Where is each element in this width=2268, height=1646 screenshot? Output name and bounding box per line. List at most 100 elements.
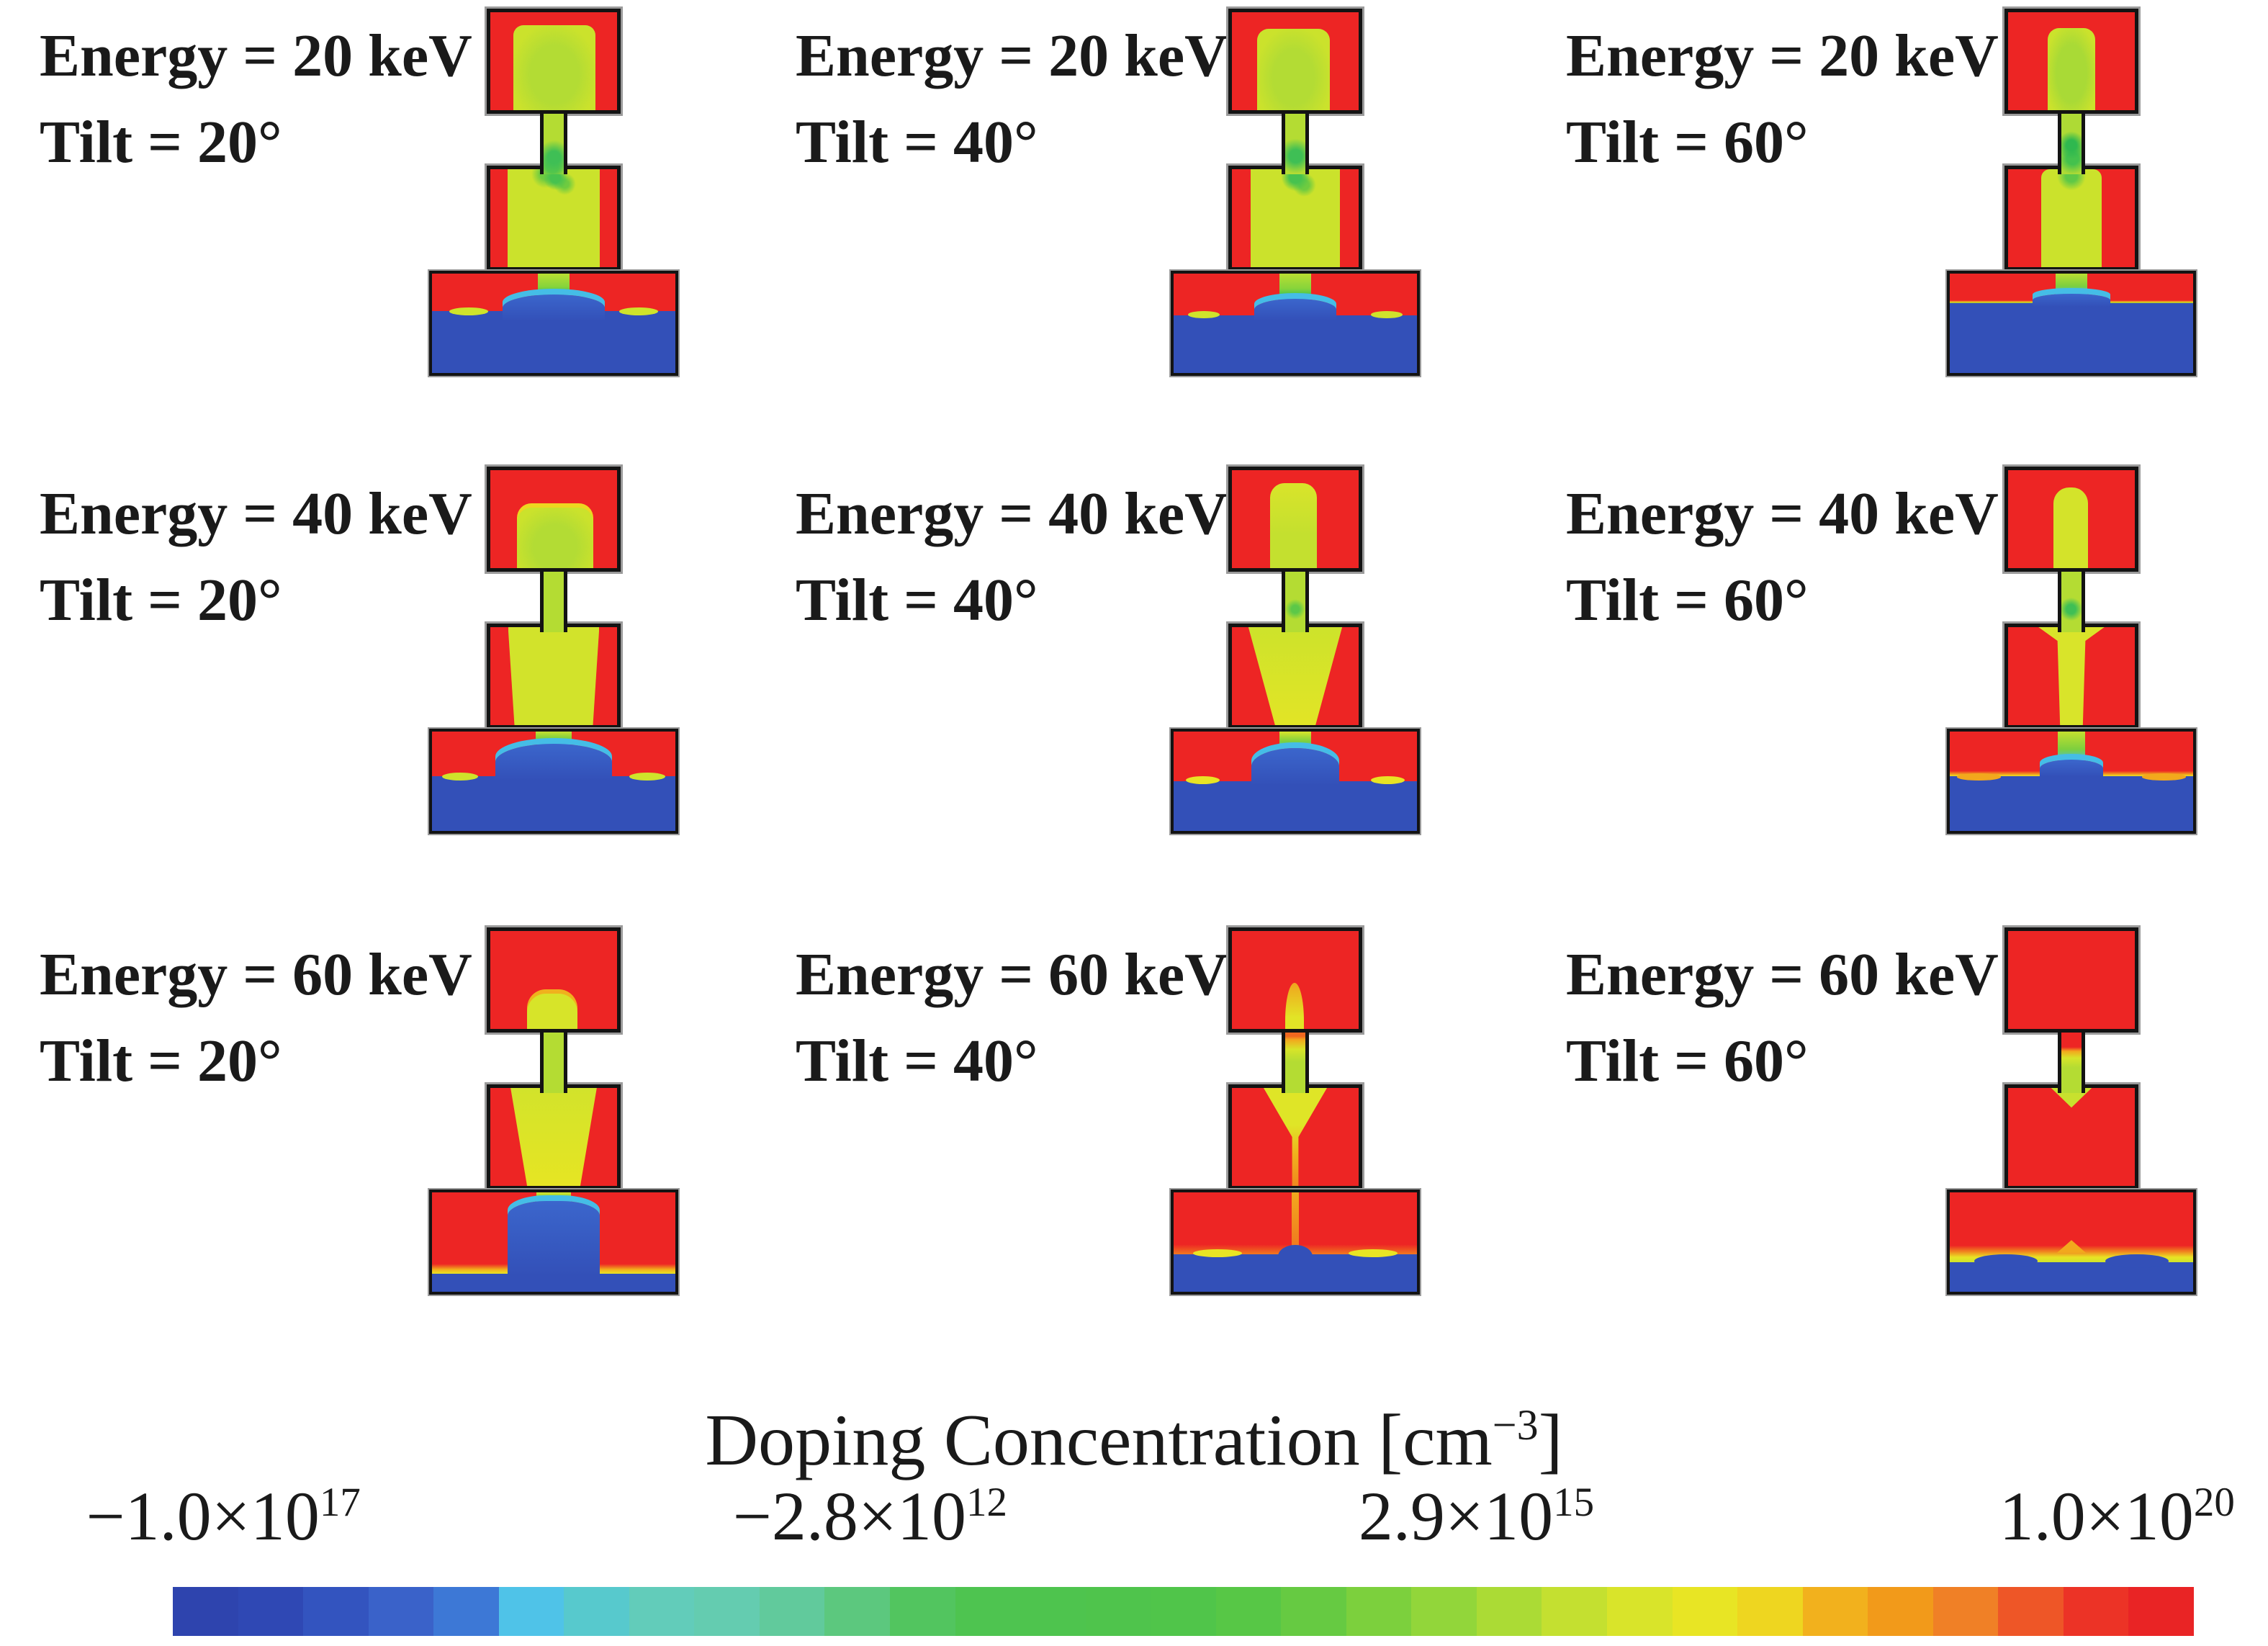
doping-region-gate [1248, 627, 1343, 725]
substrate-base [1945, 727, 2197, 835]
top-contact-pad [485, 925, 623, 1035]
doping-patch-left [1185, 776, 1220, 785]
center-doping-column [2056, 274, 2087, 294]
device-cross-section [1169, 6, 1421, 377]
nanowire-channel [540, 114, 567, 174]
colorbar-segment [433, 1587, 499, 1636]
panel-label: Energy = 40 keV Tilt = 40° [796, 471, 1228, 644]
doping-dip-right [2105, 1254, 2169, 1268]
colorbar-segment [1998, 1587, 2064, 1636]
doping-region-top [2053, 487, 2088, 568]
substrate-hump [1251, 748, 1339, 786]
tilt-label: Tilt = 60° [1566, 567, 1809, 634]
device-cross-section [1169, 464, 1421, 835]
colorbar-segment [759, 1587, 825, 1636]
doping-region-gate [507, 169, 600, 267]
center-doping-column [536, 1192, 571, 1202]
substrate-base [428, 1188, 680, 1296]
center-doping-column [1279, 732, 1311, 749]
doping-patch-left [1188, 311, 1220, 319]
gate-block [2002, 621, 2141, 731]
nanowire-channel [540, 1033, 567, 1093]
device-cross-section [1945, 925, 2197, 1296]
colorbar-segment [1672, 1587, 1738, 1636]
substrate-hump [495, 743, 613, 781]
colorbar-segment [1151, 1587, 1216, 1636]
nanowire-channel [2058, 114, 2085, 174]
panel-e40-t40: Energy = 40 keV Tilt = 40° [756, 458, 1512, 916]
colorbar-segment [1737, 1587, 1803, 1636]
colorbar-segment [1346, 1587, 1412, 1636]
top-contact-pad [2002, 464, 2141, 574]
tilt-label: Tilt = 40° [796, 567, 1038, 634]
colorbar-segment [1868, 1587, 1933, 1636]
panel-e60-t40: Energy = 60 keV Tilt = 40° [756, 919, 1512, 1377]
colorbar-ticks: −1.0×1017 −2.8×1012 2.9×1015 1.0×1020 [86, 1476, 2235, 1577]
nanowire-channel [2058, 1033, 2085, 1093]
doping-dip-left [1974, 1254, 2038, 1268]
colorbar-segment [1802, 1587, 1868, 1636]
panel-e20-t20: Energy = 20 keV Tilt = 20° [0, 0, 756, 458]
device-cross-section [428, 464, 680, 835]
colorbar-segment [1607, 1587, 1673, 1636]
energy-label: Energy = 60 keV [40, 941, 472, 1008]
doping-patch-left [1957, 773, 2001, 781]
gate-block [2002, 163, 2141, 273]
doping-region-gate [1264, 1088, 1327, 1186]
doping-region-top [1284, 983, 1305, 1029]
substrate-base [1945, 1188, 2197, 1296]
gate-block [1226, 1082, 1364, 1192]
substrate-base [428, 727, 680, 835]
tilt-label: Tilt = 60° [1566, 109, 1809, 176]
substrate-hump [1278, 1245, 1313, 1259]
doping-region-top [527, 994, 578, 1029]
colorbar-segment [173, 1587, 238, 1636]
energy-label: Energy = 20 keV [796, 22, 1228, 89]
panel-label: Energy = 60 keV Tilt = 20° [40, 932, 472, 1105]
colorbar-segment [1215, 1587, 1282, 1636]
doping-region-top [1257, 29, 1330, 110]
panel-e20-t60: Energy = 20 keV Tilt = 60° [1512, 0, 2268, 458]
doping-region-top [2047, 27, 2096, 110]
panel-e40-t20: Energy = 40 keV Tilt = 20° [0, 458, 756, 916]
substrate-hump [1254, 298, 1337, 320]
panel-e60-t20: Energy = 60 keV Tilt = 20° [0, 919, 756, 1377]
colorbar-tick-3: 2.9×1015 [1358, 1478, 1595, 1555]
center-doping-column [535, 732, 572, 745]
panel-label: Energy = 20 keV Tilt = 60° [1566, 13, 1999, 186]
colorbar-segment [1932, 1587, 1999, 1636]
substrate-hump [503, 294, 605, 322]
energy-label: Energy = 20 keV [1566, 22, 1999, 89]
top-contact-pad [2002, 925, 2141, 1035]
top-contact-pad [1226, 6, 1364, 116]
colorbar-segment [824, 1587, 891, 1636]
colorbar-segment [2128, 1587, 2194, 1636]
doping-patch-left [449, 307, 488, 315]
colorbar-segment [1281, 1587, 1346, 1636]
energy-label: Energy = 20 keV [40, 22, 472, 89]
panel-e60-t60: Energy = 60 keV Tilt = 60° [1512, 919, 2268, 1377]
colorbar-segment [955, 1587, 1021, 1636]
gate-block [1226, 163, 1364, 273]
top-contact-pad [485, 6, 623, 116]
device-cross-section [1945, 464, 2197, 835]
doping-region-gate [2038, 627, 2105, 725]
doping-patch-right [1349, 1249, 1398, 1257]
colorbar-segment [1542, 1587, 1608, 1636]
nanowire-channel [540, 572, 567, 632]
doping-region-gate [508, 627, 600, 725]
panel-label: Energy = 40 keV Tilt = 60° [1566, 471, 1999, 644]
energy-label: Energy = 40 keV [1566, 480, 1999, 547]
nanowire-channel [2058, 572, 2085, 632]
colorbar-tick-2: −2.8×1012 [732, 1478, 1008, 1555]
colorbar-segment [1020, 1587, 1086, 1636]
substrate-base [1169, 1188, 1421, 1296]
device-cross-section [1945, 6, 2197, 377]
tilt-label: Tilt = 40° [796, 109, 1038, 176]
doping-region-top [513, 24, 596, 110]
colorbar-segment [2063, 1587, 2129, 1636]
substrate-hump [507, 1201, 600, 1276]
nanowire-channel [1282, 114, 1309, 174]
colorbar-gradient [173, 1587, 2194, 1636]
